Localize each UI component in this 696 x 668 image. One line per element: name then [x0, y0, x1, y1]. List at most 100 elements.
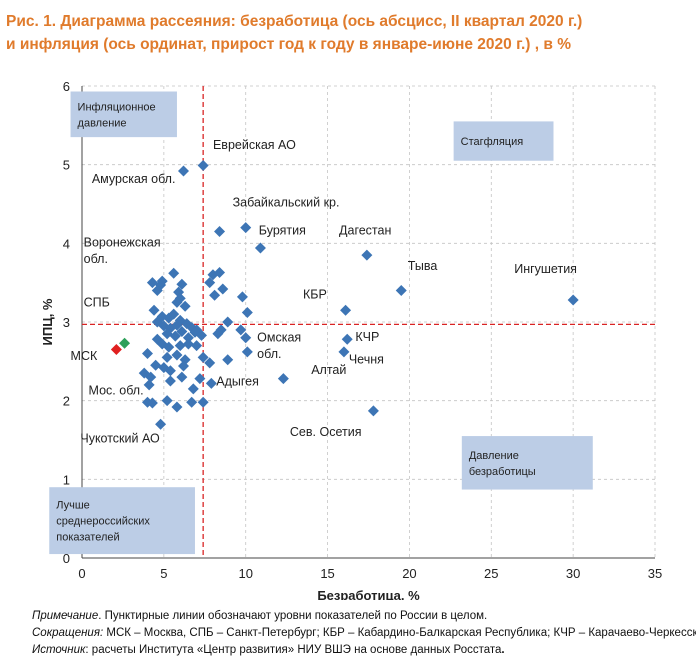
data-points [110, 159, 579, 430]
data-point [187, 383, 199, 395]
note-line: Примечание. Пунктирные линии обозначают … [32, 608, 696, 625]
data-point [178, 360, 190, 372]
data-point [241, 307, 253, 319]
x-tick-label: 20 [402, 566, 416, 581]
x-tick-label: 0 [78, 566, 85, 581]
data-point [222, 354, 234, 366]
y-tick-label: 4 [63, 236, 70, 251]
point-label: Воронежская [84, 235, 161, 249]
region-box-label: безработицы [469, 466, 536, 478]
x-tick-label: 35 [648, 566, 662, 581]
point-annotations: Еврейская АО Амурская обл. Забайкальский к… [71, 138, 577, 445]
data-point [338, 346, 350, 358]
data-point [209, 289, 221, 301]
source-label: Источник [32, 644, 86, 656]
data-point-spb [119, 337, 131, 349]
data-point [182, 338, 194, 350]
region-box: Стагфляция [453, 121, 554, 161]
y-tick-label: 6 [63, 79, 70, 94]
region-box-label: давление [78, 117, 127, 129]
point-label: Мос. обл. [89, 383, 144, 397]
region-box-background [49, 487, 195, 555]
data-point [205, 377, 217, 389]
data-point [141, 347, 153, 359]
region-box-label: показателей [56, 532, 119, 544]
data-point [196, 329, 208, 341]
note-text: . Пунктирные линии обозначают уровни пок… [98, 610, 488, 622]
data-point [168, 267, 180, 279]
point-label: Бурятия [259, 224, 306, 238]
point-label: Еврейская АО [213, 138, 296, 152]
data-point [155, 418, 167, 430]
data-point [182, 332, 194, 344]
point-label: Тыва [408, 259, 438, 273]
y-tick-label: 1 [63, 472, 70, 487]
x-tick-label: 5 [160, 566, 167, 581]
data-point [241, 346, 253, 358]
data-point-msk [110, 344, 122, 356]
chart-notes: Примечание. Пунктирные линии обозначают … [32, 608, 696, 659]
region-box: Лучше среднероссийских показателей [49, 487, 195, 555]
point-label: Дагестан [339, 224, 391, 238]
source-text: : расчеты Института «Центр развития» НИУ… [85, 644, 502, 656]
data-point [222, 316, 234, 328]
x-tick-label: 30 [566, 566, 580, 581]
data-point [164, 375, 176, 387]
data-point [341, 333, 353, 345]
data-point [150, 359, 162, 371]
note-label: Примечание [32, 610, 99, 622]
x-tick-label: 15 [320, 566, 334, 581]
data-point [161, 351, 173, 363]
data-point [361, 249, 373, 261]
region-box-background [453, 121, 554, 161]
point-label: МСК [71, 349, 98, 363]
chart-title-line-1: Рис. 1. Диаграмма рассеяния: безработица… [6, 13, 583, 30]
point-label: обл. [257, 347, 281, 361]
x-tick-label: 10 [238, 566, 252, 581]
source-end: . [501, 644, 505, 656]
point-label: Алтай [311, 363, 346, 377]
scatter-chart: Инфляционное давление Стагфляция Давление бе… [40, 79, 662, 600]
point-label: КБР [303, 287, 327, 301]
data-point [367, 405, 379, 417]
data-point [214, 266, 226, 278]
point-label: СПБ [84, 295, 110, 309]
data-point [217, 283, 229, 295]
data-point [235, 324, 247, 336]
data-point [176, 278, 188, 290]
y-tick-label: 0 [63, 551, 70, 566]
data-point [277, 373, 289, 385]
point-label: обл. [84, 252, 108, 266]
data-point [171, 401, 183, 413]
point-label: Амурская обл. [92, 172, 176, 186]
region-box-label: Лучше [56, 500, 90, 512]
y-axis-title: ИПЦ, % [40, 298, 55, 345]
point-label: Омская [257, 331, 301, 345]
y-tick-label: 2 [63, 394, 70, 409]
data-point [156, 275, 168, 287]
y-tick-label: 3 [63, 315, 70, 330]
data-point [197, 159, 209, 171]
data-point [197, 396, 209, 408]
data-point [143, 379, 155, 391]
point-label: Забайкальский кр. [233, 195, 340, 209]
point-label: Чукотский АО [80, 431, 160, 445]
data-point [168, 308, 180, 320]
chart-title: Рис. 1. Диаграмма рассеяния: безработица… [6, 10, 692, 56]
data-point [186, 396, 198, 408]
data-point [164, 365, 176, 377]
data-point [138, 367, 150, 379]
region-box-background [70, 91, 177, 138]
abbreviations-label: Сокращения: [32, 627, 104, 639]
data-point [178, 165, 190, 177]
abbreviations-text: МСК – Москва, СПБ – Санкт-Петербург; КБР… [106, 627, 696, 639]
y-tick-label: 5 [63, 158, 70, 173]
data-point [179, 300, 191, 312]
data-point [171, 349, 183, 361]
data-point [240, 332, 252, 344]
data-point [204, 357, 216, 369]
region-box-label: Давление [469, 450, 519, 462]
source-line: Источник: расчеты Института «Центр разви… [32, 642, 696, 659]
region-box-label: среднероссийских [56, 516, 150, 528]
data-point [395, 285, 407, 297]
